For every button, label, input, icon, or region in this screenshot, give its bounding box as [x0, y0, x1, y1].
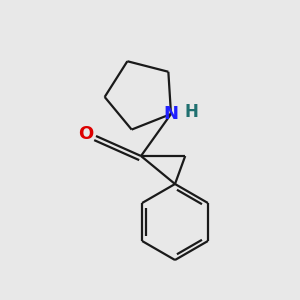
Text: O: O [78, 125, 94, 143]
Text: N: N [164, 105, 178, 123]
Text: H: H [184, 103, 198, 121]
